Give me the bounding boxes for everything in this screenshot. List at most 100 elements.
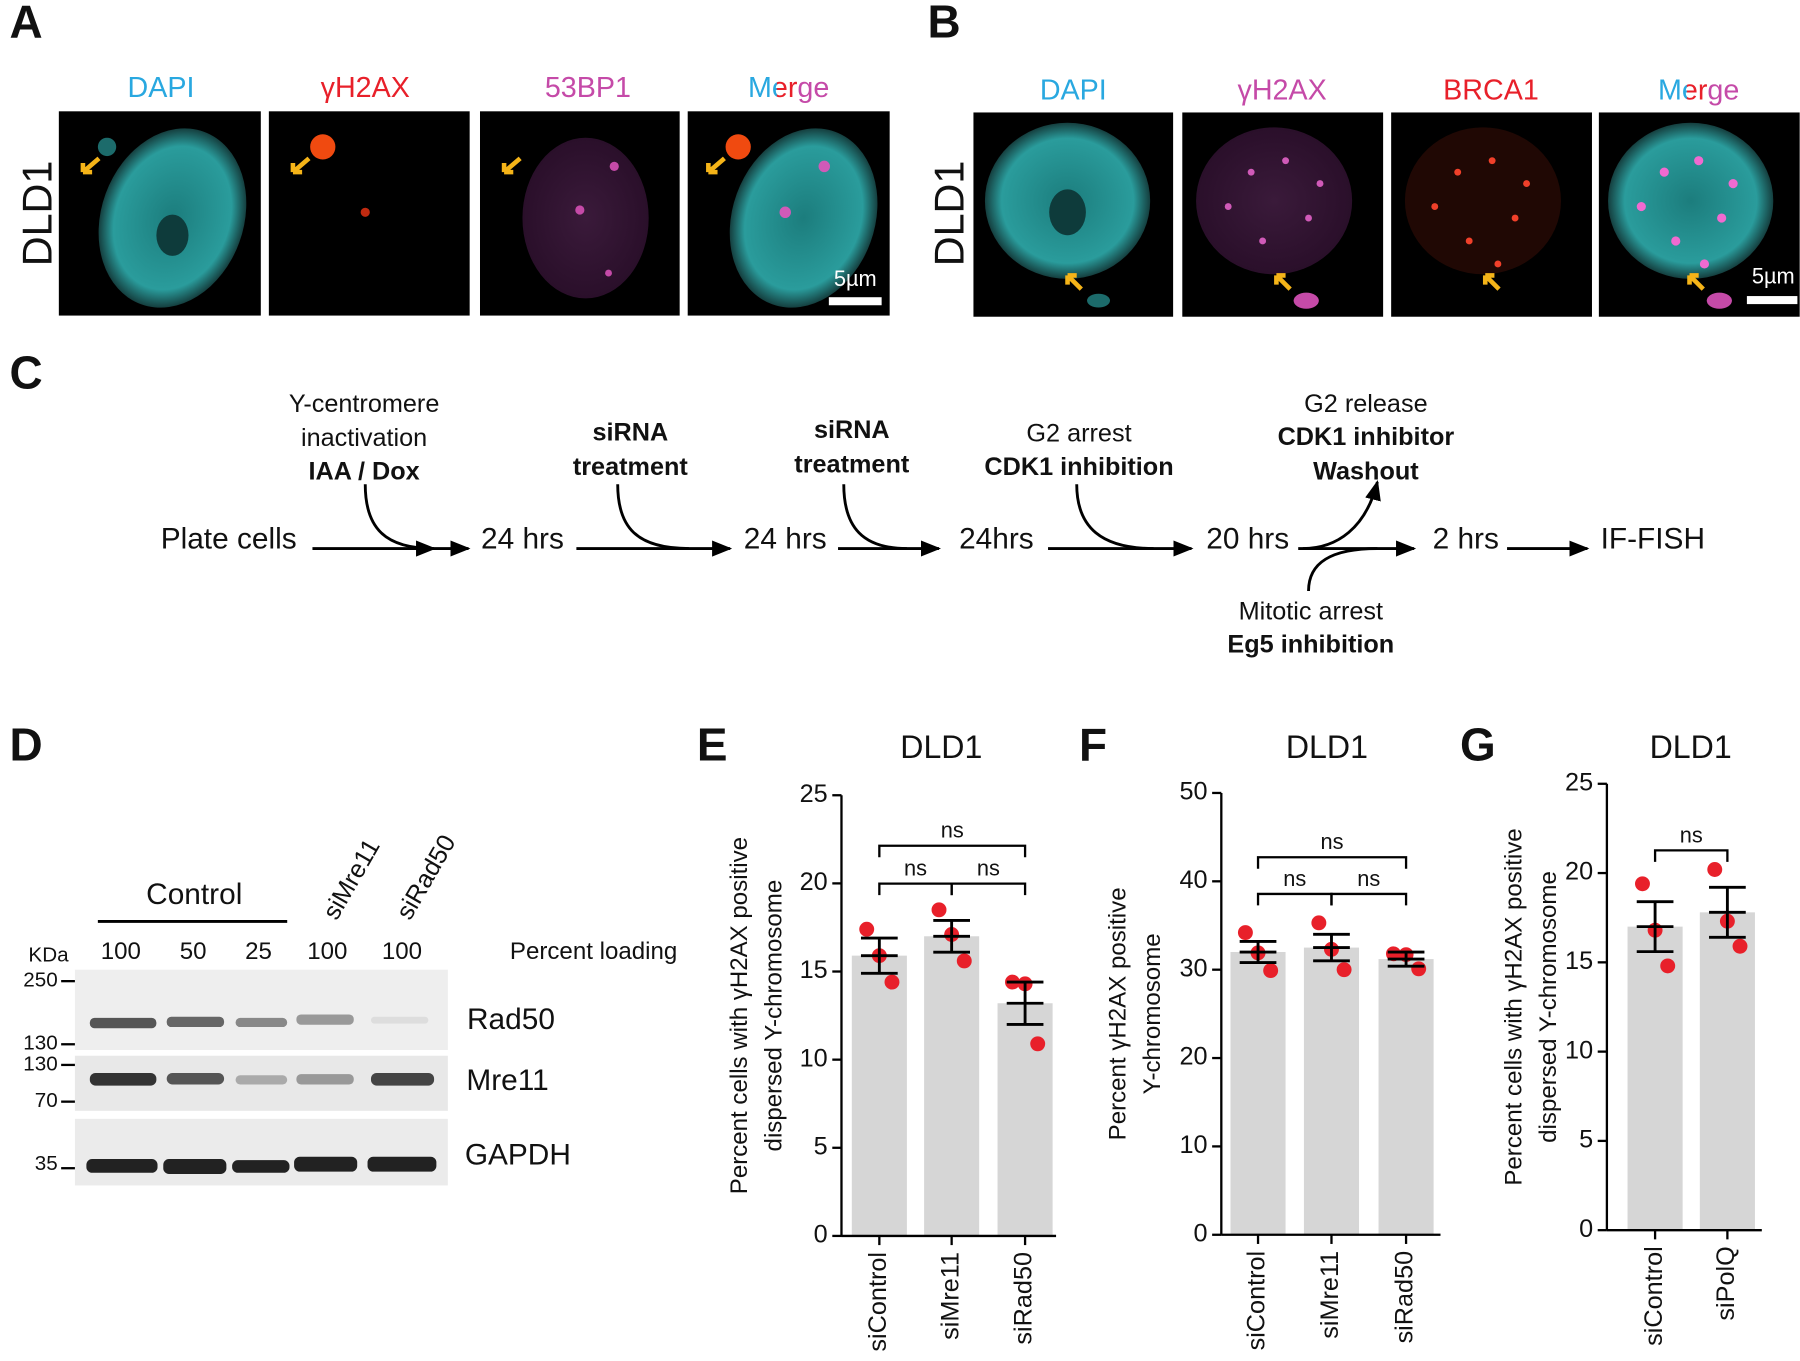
x-tick-label: siMre11 [936,1252,964,1340]
chart-title: DLD1 [1650,729,1732,765]
kda-label: KDa [28,943,69,966]
lane-label: 100 [307,938,347,965]
protein-label: Rad50 [467,1003,555,1036]
y-axis-label: dispersed Y-chromosome [1535,871,1562,1143]
data-point [956,953,972,969]
lane-label: 100 [101,938,141,965]
timeline-label: Plate cells [161,522,297,555]
data-point [1237,925,1253,941]
bar [851,955,907,1236]
channel-title: BRCA1 [1443,74,1539,106]
group-label: siRad50 [391,830,462,924]
bar [1378,959,1434,1235]
bar [997,1003,1053,1236]
channel-title: γH2AX [321,72,410,104]
step-text: IAA / Dox [308,457,419,485]
panel-label: G [1460,718,1496,770]
step-text: treatment [573,453,689,481]
marker-label: 130 [23,1032,57,1055]
step-text: Washout [1313,457,1419,485]
y-tick-label: 15 [800,956,828,984]
y-tick-label: 5 [1579,1126,1593,1154]
error-bar [1709,885,1746,939]
data-point [884,974,900,990]
significance-label: ns [1357,866,1380,891]
marker-label: 70 [35,1089,58,1112]
data-point [1660,958,1676,974]
step-text: Y-centromere [289,390,440,418]
channel-title: DAPI [128,72,195,104]
timeline-label: 2 hrs [1433,522,1499,555]
micrograph-row [58,111,890,316]
step-text: inactivation [301,424,427,452]
channel-title: γH2AX [1238,74,1327,106]
bar [1230,952,1286,1235]
bar [924,936,980,1236]
channel-title: Merge [1658,74,1739,106]
y-axis-label: Y-chromosome [1139,933,1166,1094]
timeline-arrows [312,480,1590,592]
significance-label: ns [1680,822,1703,847]
timeline-label: 24 hrs [481,522,564,555]
bar [1627,926,1683,1231]
y-axis-label: Percent cells with γH2AX positive [726,837,753,1194]
data-point [1385,946,1401,962]
chart-title: DLD1 [1286,729,1368,765]
channel-title: DAPI [1040,74,1107,106]
group-label: siMre11 [318,834,386,924]
error-bar [1387,950,1425,968]
step-text: Eg5 inhibition [1227,631,1394,659]
step-text: treatment [794,451,910,479]
y-tick-label: 30 [1179,954,1207,982]
y-axis-label: dispersed Y-chromosome [760,880,787,1152]
significance-bracket [1256,892,1333,906]
step-text: G2 arrest [1026,420,1131,448]
timeline-label: 24hrs [959,522,1034,555]
x-tick-label: siControl [1243,1251,1271,1351]
data-point [931,902,947,918]
western-blot [61,920,448,1186]
significance-bracket [878,844,1027,858]
cell-line: DLD1 [927,161,973,267]
timeline-label: 24 hrs [744,522,827,555]
marker-label: 130 [23,1052,57,1075]
significance-bracket [950,882,1027,896]
marker-label: 35 [35,1152,58,1175]
data-point [1411,961,1427,977]
marker-label: 250 [23,969,57,992]
error-bar [1313,932,1350,963]
group-label: Control [146,878,242,911]
chart-title: DLD1 [900,729,982,765]
x-tick-label: siControl [1640,1246,1668,1346]
y-tick-label: 15 [1565,947,1593,975]
data-point [1263,963,1279,979]
scale-bar-label: 5µm [1752,263,1795,288]
significance-bracket [1330,892,1408,906]
error-bar [1239,939,1277,965]
error-bar [860,936,898,975]
loading-label: Percent loading [510,938,677,965]
timeline-label: 20 hrs [1206,522,1289,555]
panel-label: C [9,347,42,399]
lane-label: 100 [382,938,422,965]
y-tick-label: 10 [1565,1036,1593,1064]
y-tick-label: 25 [800,780,828,808]
panel-label: B [928,0,961,47]
y-tick-label: 20 [1565,858,1593,886]
timeline-label: IF-FISH [1601,522,1705,555]
data-point [1707,862,1723,877]
error-bar [1006,980,1044,1026]
y-tick-label: 40 [1179,866,1207,894]
significance-bracket [1653,849,1729,862]
panel-label: A [9,0,42,47]
significance-bracket [878,882,953,896]
y-tick-label: 20 [800,868,828,896]
y-tick-label: 20 [1179,1043,1207,1071]
protein-label: GAPDH [465,1139,571,1172]
bar [1303,947,1360,1235]
data-point [859,921,875,937]
panel-label: E [697,718,728,770]
y-axis-label: Percent γH2AX positive [1105,887,1132,1140]
micrograph-row [973,112,1800,317]
